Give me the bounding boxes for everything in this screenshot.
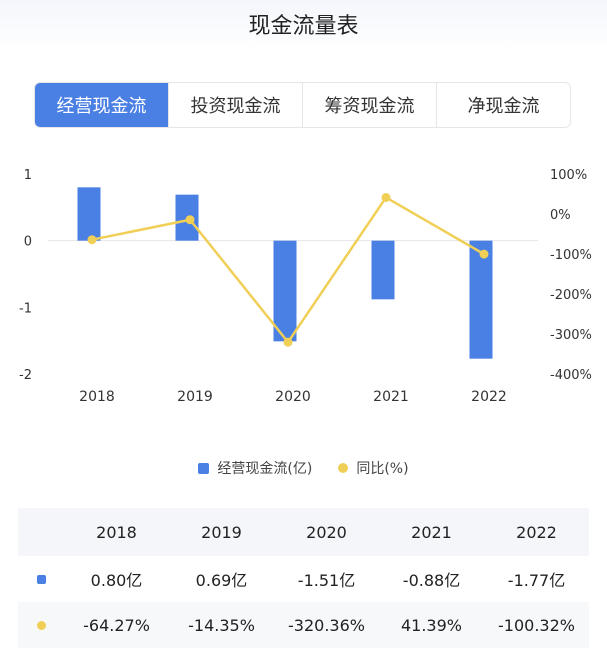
tab-investing-cashflow[interactable]: 投资现金流: [169, 83, 303, 127]
yoy-point: [479, 249, 489, 259]
table-cell: -14.35%: [188, 615, 255, 635]
table-cell: -64.27%: [83, 615, 150, 635]
bar: [273, 240, 297, 342]
yoy-point: [185, 215, 195, 225]
right-axis-tick-label: -300%: [550, 328, 592, 343]
yoy-point: [87, 235, 97, 245]
x-axis-tick-label: 2021: [373, 389, 409, 405]
cashflow-chart: 1 0 -1 -2 100% 0% -100% -200% -300% -400% 2018 2019…: [19, 168, 592, 405]
x-axis-tick-label: 2020: [275, 389, 311, 405]
x-axis-tick-label: 2018: [79, 389, 115, 405]
header: 现金流量表: [0, 0, 607, 52]
x-axis-tick-label: 2022: [471, 389, 507, 405]
left-axis-tick-label: 0: [24, 235, 32, 250]
right-axis-tick-label: 0%: [550, 208, 571, 223]
bar-series-marker: [36, 574, 46, 584]
table-header-cell: 2018: [96, 522, 137, 542]
data-table: 2018 2019 2020 2021 2022 0.80亿 0.69亿 -1.…: [18, 508, 589, 648]
tab-operating-cashflow[interactable]: 经营现金流: [35, 83, 169, 127]
table-header-row: 2018 2019 2020 2021 2022: [18, 508, 589, 556]
bar: [77, 187, 101, 241]
table-cell: -1.77亿: [507, 571, 566, 590]
table-cell: -1.51亿: [297, 571, 356, 590]
left-axis-tick-label: 1: [24, 168, 32, 183]
row-marker-cell: [18, 574, 64, 584]
row-marker-cell: [18, 620, 64, 630]
table-row: -64.27% -14.35% -320.36% 41.39% -100.32%: [18, 602, 589, 648]
table-header-cell: 2020: [306, 522, 347, 542]
table-cell: -0.88亿: [402, 571, 461, 590]
table-row: 0.80亿 0.69亿 -1.51亿 -0.88亿 -1.77亿: [18, 556, 589, 602]
yoy-point: [283, 337, 293, 347]
x-axis-tick-label: 2019: [177, 389, 213, 405]
right-axis-tick-label: -100%: [550, 248, 592, 263]
legend-bar-marker: [198, 462, 210, 474]
table-cell: 41.39%: [400, 615, 462, 635]
table-cell: 0.80亿: [90, 571, 143, 590]
table-header-cell: 2021: [411, 522, 452, 542]
line-series-marker: [36, 620, 46, 630]
page-title: 现金流量表: [248, 14, 359, 39]
yoy-point: [381, 192, 391, 202]
legend-item-line[interactable]: 同比(%): [338, 458, 409, 478]
left-axis-tick-label: -1: [19, 301, 32, 316]
legend-line-label: 同比(%): [356, 461, 409, 477]
bar: [371, 240, 395, 300]
tab-financing-cashflow[interactable]: 筹资现金流: [303, 83, 437, 127]
legend-line-marker: [338, 463, 349, 473]
table-cell: -100.32%: [498, 615, 575, 635]
legend-bar-label: 经营现金流(亿): [217, 461, 313, 477]
table-cell: -320.36%: [288, 615, 365, 635]
left-axis-tick-label: -2: [19, 368, 32, 383]
chart-legend: 经营现金流(亿) 同比(%): [0, 458, 607, 478]
right-axis-tick-label: -200%: [550, 288, 592, 303]
table-header-cell: 2022: [516, 522, 557, 542]
tab-net-cashflow[interactable]: 净现金流: [467, 96, 540, 117]
table-cell: 0.69亿: [195, 571, 248, 590]
right-axis-tick-label: -400%: [550, 368, 592, 383]
bar: [469, 240, 493, 359]
legend-item-bar[interactable]: 经营现金流(亿): [198, 458, 312, 478]
table-header-cell: 2019: [201, 522, 242, 542]
tab-bar: 经营现金流 投资现金流 筹资现金流 净现金流: [34, 82, 571, 128]
right-axis-tick-label: 100%: [550, 168, 587, 183]
